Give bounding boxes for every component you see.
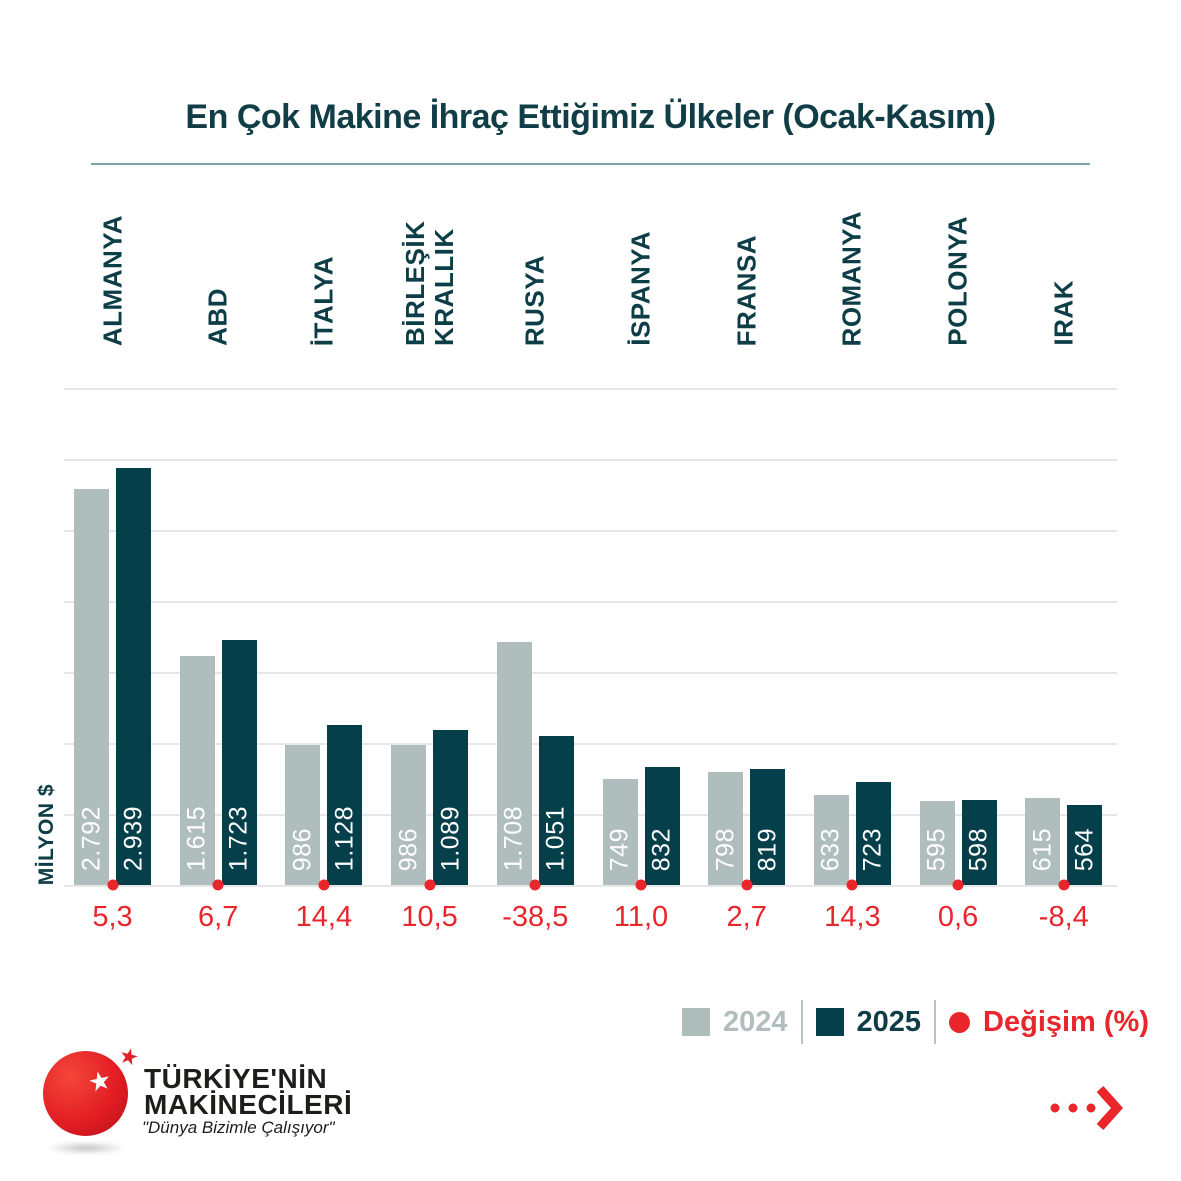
legend-label-2024: 2024 — [723, 1005, 788, 1038]
legend-divider — [934, 1000, 937, 1044]
bar-value-2025: 2.939 — [119, 805, 147, 871]
category-label: BİRLEŞİK KRALLIK — [399, 220, 459, 346]
bar-2025 — [116, 467, 151, 885]
bar-2024 — [919, 800, 955, 885]
bar-2025 — [538, 735, 574, 885]
bar-value-2024: 633 — [816, 827, 845, 871]
gridline — [64, 885, 1117, 887]
bar-value-2024: 749 — [605, 827, 634, 871]
gridline — [64, 672, 1117, 674]
change-percent-label: 0,6 — [937, 901, 979, 933]
gridline — [64, 814, 1117, 816]
category-label: FRANSA — [731, 234, 762, 346]
category-label: ALMANYA — [96, 214, 127, 346]
logo-tagline: "Dünya Bizimle Çalışıyor" — [142, 1118, 335, 1137]
bar-2024 — [74, 488, 109, 885]
change-percent-label: -8,4 — [1038, 901, 1089, 933]
bar-value-2024: 1.615 — [182, 805, 211, 871]
change-percent-label: 14,3 — [824, 901, 881, 933]
bar-2024 — [708, 771, 744, 885]
change-dot-icon — [529, 879, 541, 891]
category-label: POLONYA — [942, 216, 973, 346]
logo-star-white-icon: ★ — [85, 1063, 115, 1099]
legend-label-change: Değişim (%) — [983, 1005, 1150, 1038]
next-arrow-icon[interactable] — [1046, 1086, 1124, 1130]
logo-text-line1: TÜRKİYE'NİN — [144, 1063, 328, 1094]
bar-2024 — [391, 745, 427, 885]
title-divider — [91, 163, 1090, 165]
change-dot-icon — [741, 879, 753, 891]
legend: 2024 2025 Değişim (%) — [682, 1000, 1149, 1044]
bar-value-2025: 1.128 — [330, 805, 359, 871]
bar-value-2024: 1.708 — [499, 805, 528, 871]
gridline — [64, 530, 1117, 532]
bar-2025 — [1067, 804, 1103, 885]
bar-value-2025: 1.723 — [224, 805, 253, 871]
gridline — [64, 743, 1117, 745]
bar-value-2025: 819 — [753, 827, 782, 871]
gridline — [64, 601, 1117, 603]
bar-2024 — [813, 795, 849, 885]
bar-value-2025: 598 — [964, 827, 993, 871]
legend-swatch-2025 — [815, 1008, 844, 1036]
change-percent-label: 6,7 — [198, 901, 239, 933]
change-dot-icon — [1058, 879, 1070, 891]
gridline — [64, 388, 1117, 390]
page-title: En Çok Makine İhraç Ettiğimiz Ülkeler (O… — [185, 98, 996, 136]
bar-value-2024: 986 — [394, 827, 423, 871]
category-label: ABD — [202, 288, 233, 346]
bar-value-2025: 832 — [647, 827, 676, 871]
legend-label-2025: 2025 — [856, 1005, 922, 1038]
change-percent-label: 10,5 — [401, 901, 458, 933]
category-label: İSPANYA — [625, 231, 656, 346]
bar-2025 — [961, 800, 997, 885]
category-label: ROMANYA — [836, 210, 867, 346]
bar-2025 — [221, 640, 257, 885]
change-dot-icon — [949, 1011, 971, 1033]
legend-divider — [800, 1000, 803, 1044]
bar-value-2024: 595 — [922, 827, 951, 871]
change-dot-icon — [424, 879, 436, 891]
bar-value-2025: 1.051 — [541, 805, 570, 871]
bar-2025 — [327, 724, 363, 885]
change-percent-label: -38,5 — [502, 901, 569, 933]
category-label: İTALYA — [308, 255, 339, 346]
change-dot-icon — [952, 879, 964, 891]
bar-2024 — [496, 642, 532, 885]
category-label: IRAK — [1048, 280, 1079, 346]
change-dot-icon — [107, 879, 118, 891]
bar-value-2025: 564 — [1070, 827, 1099, 871]
bar-2024 — [1025, 797, 1061, 885]
category-label: RUSYA — [519, 254, 550, 346]
bar-2025 — [855, 782, 891, 885]
change-dot-icon — [212, 879, 224, 891]
bar-2025 — [433, 730, 469, 885]
bar-2025 — [750, 768, 786, 885]
bar-2024 — [285, 745, 321, 885]
bar-2024 — [602, 778, 638, 885]
bar-value-2024: 615 — [1028, 827, 1057, 871]
legend-swatch-2024 — [682, 1008, 710, 1036]
change-dot-icon — [318, 879, 330, 891]
logo-shadow — [45, 1142, 127, 1154]
logo-text-line2: MAKİNECİLERİ — [144, 1089, 353, 1120]
bar-2024 — [179, 655, 215, 885]
change-percent-label: 14,4 — [295, 901, 353, 933]
bar-value-2024: 986 — [288, 827, 317, 871]
bar-2025 — [644, 766, 680, 885]
gridline — [64, 459, 1117, 461]
change-percent-label: 5,3 — [92, 901, 133, 933]
logo-ball-icon — [43, 1051, 128, 1136]
change-percent-label: 2,7 — [726, 901, 767, 933]
change-dot-icon — [635, 879, 647, 891]
change-percent-label: 11,0 — [613, 901, 669, 933]
change-dot-icon — [846, 879, 858, 891]
bar-value-2024: 2.792 — [77, 805, 105, 871]
bar-value-2025: 1.089 — [436, 805, 465, 871]
bar-value-2024: 798 — [711, 827, 740, 871]
bar-value-2025: 723 — [858, 827, 887, 871]
y-axis-label: MİLYON $ — [35, 783, 58, 885]
